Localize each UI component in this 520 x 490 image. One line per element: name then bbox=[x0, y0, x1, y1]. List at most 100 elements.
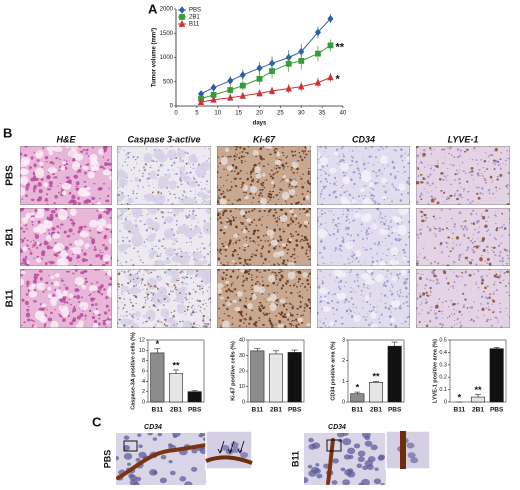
zoom-box bbox=[123, 440, 138, 452]
micrograph bbox=[20, 269, 112, 328]
significance: ** bbox=[172, 360, 180, 370]
x-tick-label: 2B1 bbox=[270, 407, 282, 414]
inset-image bbox=[116, 433, 206, 485]
y-tick-label: 20 bbox=[239, 368, 245, 374]
y-tick-label: 10 bbox=[139, 348, 145, 354]
bar bbox=[368, 382, 384, 403]
point bbox=[256, 89, 263, 97]
x-tick-label: 20 bbox=[256, 111, 263, 117]
point bbox=[285, 84, 292, 92]
zoom-image bbox=[385, 430, 431, 470]
x-tick-label: 0 bbox=[174, 111, 178, 117]
y-tick-label: 0 bbox=[142, 399, 145, 405]
point bbox=[327, 73, 334, 81]
point bbox=[239, 71, 246, 79]
y-tick-label: 4 bbox=[142, 379, 145, 385]
point bbox=[256, 64, 263, 72]
y-tick-label: 2000 bbox=[160, 7, 174, 13]
x-tick-label: B11 bbox=[152, 407, 164, 414]
column-header: LYVE-1 bbox=[448, 134, 479, 144]
y-tick-label: 0 bbox=[444, 399, 447, 405]
significance: * bbox=[356, 382, 360, 392]
micrograph bbox=[117, 146, 211, 205]
micrograph-bg bbox=[217, 208, 311, 266]
significance: * bbox=[335, 73, 340, 85]
micrograph bbox=[416, 146, 510, 205]
x-tick-label: 25 bbox=[277, 111, 284, 117]
micrograph bbox=[317, 208, 410, 266]
x-tick-label: B11 bbox=[252, 407, 264, 414]
point bbox=[314, 28, 321, 37]
arrow bbox=[227, 440, 235, 454]
x-tick-label: PBS bbox=[188, 407, 202, 414]
significance: ** bbox=[335, 41, 344, 53]
y-axis-label: CD34 positive area (%) bbox=[330, 341, 336, 400]
vessel bbox=[116, 443, 206, 480]
micrograph-bg bbox=[20, 146, 112, 205]
significance: ** bbox=[372, 372, 380, 382]
y-tick-label: 0 bbox=[170, 104, 174, 110]
point bbox=[269, 68, 275, 74]
arrow bbox=[237, 440, 245, 454]
histology-grid: H&E Caspase 3-active Ki-67 CD34 LYVE-1 PBS 2B1… bbox=[5, 134, 510, 328]
series-line bbox=[200, 44, 331, 100]
legend-label: PBS bbox=[189, 8, 201, 14]
bar bbox=[350, 393, 365, 403]
point bbox=[327, 14, 334, 23]
vessel bbox=[326, 438, 335, 485]
panel-label: C bbox=[92, 414, 102, 429]
panel-label: B bbox=[3, 125, 12, 140]
row-label: 2B1 bbox=[5, 227, 16, 246]
row-label: B11 bbox=[5, 289, 16, 307]
micrograph-bg bbox=[416, 208, 510, 266]
x-tick-label: 2B1 bbox=[370, 407, 382, 414]
y-tick-label: 1000 bbox=[160, 55, 174, 61]
y-axis-label: Ki-67 positive cells (%) bbox=[230, 341, 236, 401]
y-tick-label: 40 bbox=[239, 337, 245, 343]
y-tick-label: 3 bbox=[342, 337, 345, 343]
y-tick-label: 8 bbox=[142, 358, 145, 364]
significance: * bbox=[458, 392, 462, 402]
bar bbox=[470, 396, 486, 403]
inset-stain: CD34 bbox=[144, 424, 162, 431]
significance: * bbox=[156, 339, 160, 349]
y-tick-label: 0.1 bbox=[439, 387, 447, 393]
point bbox=[210, 95, 217, 103]
y-tick-label: 0 bbox=[242, 399, 245, 405]
x-tick-label: 40 bbox=[340, 111, 347, 117]
y-tick-label: 12 bbox=[139, 337, 145, 343]
zoom-bg bbox=[385, 430, 431, 470]
x-axis-label: days bbox=[253, 121, 267, 127]
y-tick-label: 0.2 bbox=[439, 375, 447, 381]
point bbox=[227, 87, 234, 93]
micrograph bbox=[317, 146, 410, 205]
vessel-zoom bbox=[400, 431, 406, 469]
y-axis-label: Tumor volume (mm³) bbox=[151, 28, 158, 87]
point bbox=[315, 50, 321, 57]
x-tick-label: PBS bbox=[388, 407, 402, 414]
micrograph bbox=[117, 269, 211, 328]
y-tick-label: 0.4 bbox=[439, 350, 447, 356]
y-tick-label: 0.3 bbox=[439, 362, 447, 368]
inset-group: PBS bbox=[102, 450, 112, 469]
zoom-box bbox=[326, 439, 342, 452]
vessel-zoom bbox=[205, 455, 253, 465]
bar bbox=[287, 352, 302, 403]
x-tick-label: B11 bbox=[454, 407, 466, 414]
x-tick-label: PBS bbox=[490, 407, 504, 414]
column-header: Caspase 3-active bbox=[127, 134, 200, 144]
x-tick-label: 15 bbox=[235, 111, 242, 117]
micrograph bbox=[416, 208, 510, 266]
zoom-image bbox=[205, 430, 253, 470]
series-line bbox=[200, 76, 331, 103]
micrograph bbox=[217, 208, 311, 266]
micrograph-bg bbox=[416, 146, 510, 205]
y-tick-label: 10 bbox=[239, 384, 245, 390]
series-line bbox=[200, 18, 331, 95]
x-tick-label: 5 bbox=[195, 111, 199, 117]
point bbox=[227, 76, 234, 85]
x-tick-label: 30 bbox=[298, 111, 305, 117]
row-label: PBS bbox=[5, 165, 16, 186]
micrograph bbox=[416, 269, 510, 328]
